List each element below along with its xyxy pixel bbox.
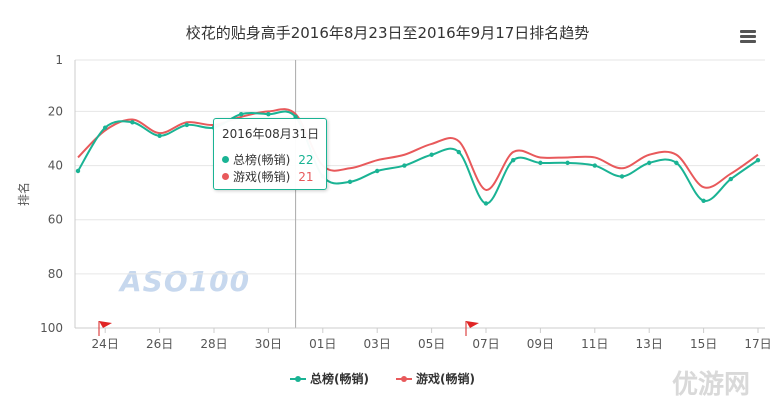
- series-lines: [75, 108, 761, 336]
- series-1-point: [239, 111, 244, 117]
- legend-line-icon: [396, 375, 412, 382]
- y-tick-label: 80: [48, 267, 63, 281]
- x-tick-label: 01日: [309, 337, 336, 351]
- series-1-point: [483, 201, 489, 206]
- tooltip-series-1-value: 22: [298, 153, 314, 167]
- series-1-point: [511, 157, 516, 163]
- hamburger-menu-icon[interactable]: [740, 30, 756, 44]
- y-tick-label: 40: [48, 159, 63, 173]
- series-1-point: [266, 111, 271, 117]
- series-1-point: [701, 198, 706, 203]
- tooltip-series-2-name: 游戏(畅销): [233, 170, 291, 184]
- x-tick-label: 15日: [690, 337, 717, 351]
- y-tick-label: 20: [48, 104, 63, 118]
- x-tick-label: 03日: [364, 337, 391, 351]
- series-2-dot-icon: [222, 173, 229, 180]
- series-1-point: [592, 163, 597, 168]
- y-tick-label: 60: [48, 213, 63, 227]
- x-tick-label: 13日: [636, 337, 663, 351]
- x-tick-label: 26日: [146, 337, 173, 351]
- corner-watermark-logo: 优游网: [672, 370, 751, 400]
- x-tick-label: 11日: [581, 337, 608, 351]
- series-1-point: [456, 149, 461, 155]
- legend-line-icon: [290, 375, 306, 382]
- series-2-line: [77, 108, 759, 191]
- tooltip-row-series-1: 总榜(畅销) 22: [222, 151, 313, 168]
- x-tick-label: 30日: [255, 337, 282, 351]
- y-tick-label: 100: [40, 321, 63, 335]
- legend-item-series-2[interactable]: 游戏(畅销): [396, 370, 475, 387]
- x-tick-label: 07日: [472, 337, 499, 351]
- series-1-point: [429, 152, 434, 157]
- series-1-point: [293, 114, 298, 120]
- flag-icon: [466, 321, 479, 328]
- series-1-point: [755, 157, 761, 163]
- series-1-point: [157, 133, 162, 138]
- series-1-line: [77, 110, 759, 205]
- legend-label-series-1: 总榜(畅销): [310, 372, 369, 386]
- series-1-point: [402, 163, 407, 168]
- chart-title: 校花的贴身高手2016年8月23日至2016年9月17日排名趋势: [185, 24, 590, 42]
- tooltip-date: 2016年08月31日: [222, 127, 320, 141]
- series-1-point: [647, 160, 652, 166]
- series-1-point: [619, 174, 625, 179]
- x-tick-label: 17日: [744, 337, 771, 351]
- series-1-point: [538, 160, 543, 166]
- grid-lines: [75, 59, 765, 329]
- tooltip-row-series-2: 游戏(畅销) 21: [222, 168, 313, 185]
- series-1-point: [565, 160, 570, 166]
- y-tick-label: 1: [55, 53, 63, 67]
- axis-labels: 1 20 40 60 80 100 排名 24日 26日 28日 30日 01日 03日 05日 07日 09…: [16, 53, 772, 351]
- series-1-point: [75, 168, 81, 174]
- watermark-logo: ASO100: [120, 265, 251, 298]
- legend-item-series-1[interactable]: 总榜(畅销): [290, 370, 369, 387]
- x-tick-label: 05日: [418, 337, 445, 351]
- series-1-point: [347, 179, 353, 185]
- legend-label-series-2: 游戏(畅销): [416, 372, 475, 386]
- tooltip-series-2-value: 21: [298, 170, 314, 184]
- series-1-dot-icon: [222, 156, 229, 163]
- tooltip: 2016年08月31日 总榜(畅销) 22 游戏(畅销) 21: [213, 118, 327, 190]
- series-1-point: [130, 120, 135, 125]
- series-1-point: [728, 176, 733, 182]
- x-tick-label: 09日: [527, 337, 554, 351]
- series-1-point: [375, 168, 380, 174]
- y-axis-title: 排名: [16, 182, 31, 206]
- tooltip-series-1-name: 总榜(畅销): [233, 153, 291, 167]
- x-tick-label: 28日: [200, 337, 227, 351]
- flag-icon: [99, 321, 112, 328]
- axes: [74, 60, 765, 333]
- x-tick-label: 24日: [92, 337, 119, 351]
- series-1-point: [184, 122, 189, 128]
- series-1-point: [674, 160, 679, 166]
- series-1-point: [103, 125, 108, 130]
